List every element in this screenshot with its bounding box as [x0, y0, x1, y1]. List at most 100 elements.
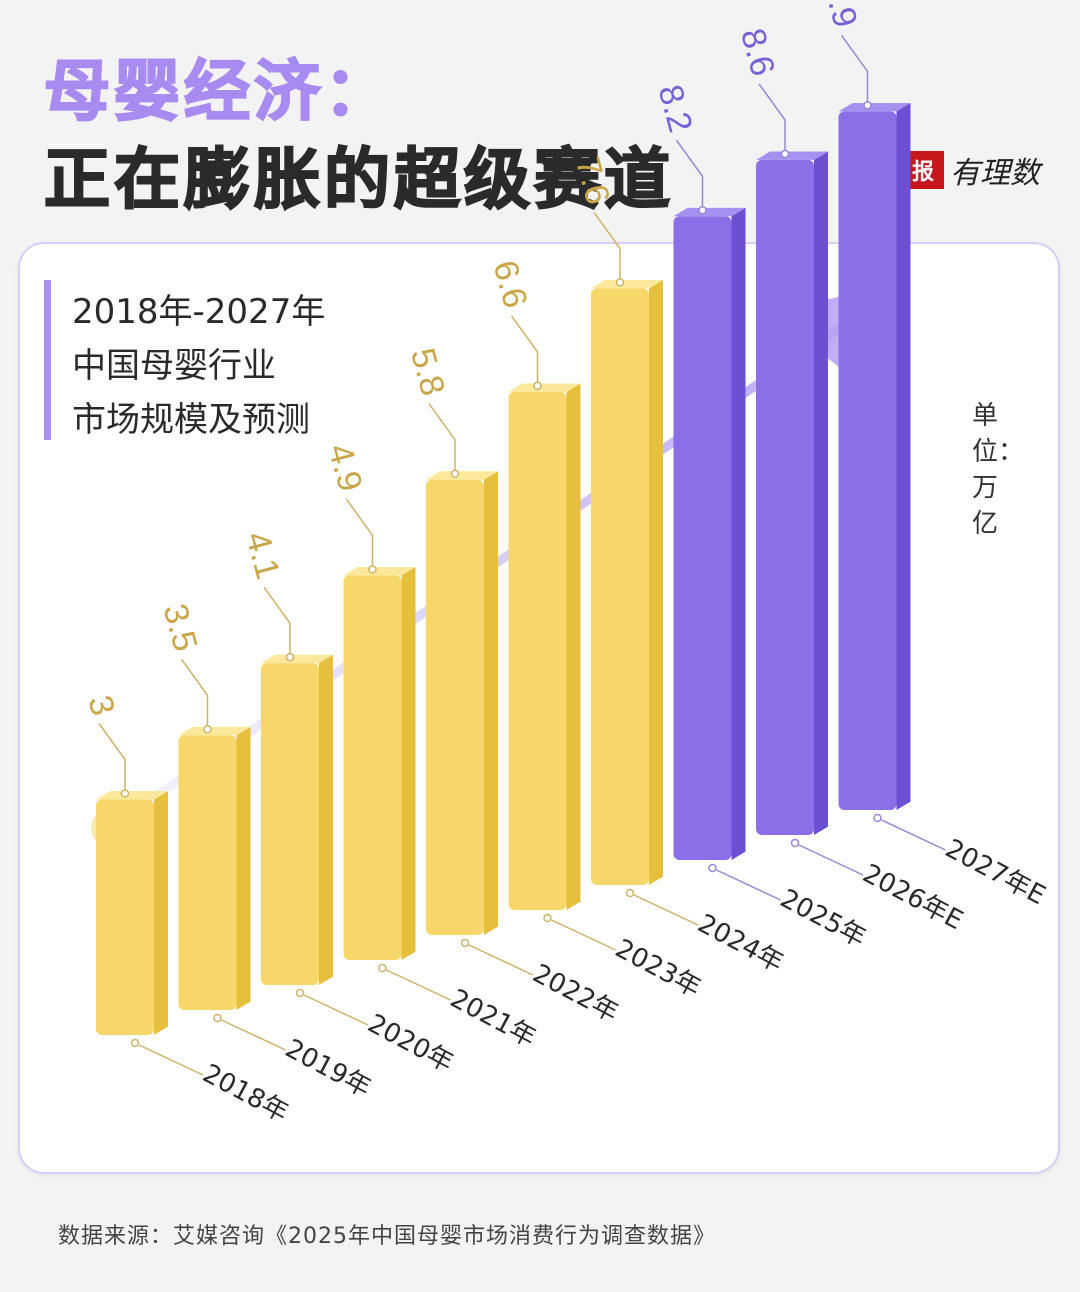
category-leader-dot-9	[873, 813, 882, 823]
data-source: 数据来源：艾媒咨询《2025年中国母婴市场消费行为调查数据》	[58, 1224, 716, 1249]
category-leader-dot-7	[708, 863, 717, 873]
bar-3	[343, 566, 416, 960]
bar-top-8	[756, 151, 828, 160]
bar-top-3	[343, 566, 416, 576]
bar-side-6	[649, 280, 663, 885]
value-leader-dot-2	[285, 652, 295, 662]
bar-top-7	[673, 207, 746, 217]
bar-front-7	[673, 216, 732, 861]
bar-side-9	[896, 102, 911, 810]
value-leader-dot-3	[368, 565, 377, 574]
chart-title-line2: 中国母婴行业	[72, 346, 276, 386]
category-label-4: 2022年	[528, 959, 623, 1029]
category-leader-7	[716, 869, 781, 901]
value-leader-0	[98, 723, 126, 794]
chart-title-line3: 市场规模及预测	[72, 400, 310, 440]
bar-front-1	[178, 735, 237, 1010]
bar-side-2	[319, 654, 333, 985]
bar-front-2	[261, 663, 319, 985]
bar-side-1	[236, 726, 251, 1010]
bar-front-4	[426, 479, 484, 935]
category-leader-3	[386, 969, 451, 1001]
bar-front-0	[96, 799, 154, 1035]
category-leader-dot-0	[130, 1038, 140, 1048]
value-label-4: 5.8	[403, 344, 452, 399]
value-leader-9	[840, 34, 869, 106]
chart-title-accent-bar	[44, 280, 51, 440]
bar-top-5	[508, 383, 581, 392]
value-leader-dot-1	[203, 725, 212, 734]
value-label-0: 3	[80, 691, 122, 719]
value-leader-2	[263, 586, 291, 658]
brand-sub: 有理数	[950, 156, 1040, 191]
category-leader-dot-3	[378, 963, 387, 973]
value-label-8: 8.6	[733, 24, 782, 79]
category-label-5: 2023年	[610, 934, 705, 1004]
bar-side-0	[154, 791, 168, 1035]
value-leader-6	[593, 211, 621, 283]
value-leader-8	[758, 83, 786, 154]
value-leader-dot-6	[615, 278, 625, 287]
bar-top-6	[591, 280, 663, 289]
bar-side-5	[566, 383, 581, 910]
bar-4	[426, 471, 498, 935]
category-leader-dot-6	[625, 888, 635, 898]
bar-side-7	[731, 207, 746, 860]
chart-title-line1: 2018年-2027年	[72, 292, 326, 332]
category-leader-dot-2	[295, 988, 305, 998]
value-leader-5	[510, 315, 539, 386]
value-leader-7	[675, 139, 704, 211]
category-leader-dot-4	[460, 938, 470, 948]
category-leader-5	[551, 919, 616, 951]
bar-front-3	[343, 575, 402, 960]
bar-7	[673, 207, 746, 861]
value-leader-4	[428, 403, 456, 474]
bar-front-9	[838, 111, 897, 811]
category-leader-8	[798, 844, 864, 876]
category-label-3: 2021年	[445, 984, 540, 1054]
bar-0	[96, 791, 168, 1035]
bar-8	[756, 151, 828, 835]
bar-front-8	[756, 159, 814, 835]
bar-front-6	[591, 288, 649, 885]
bar-9	[838, 102, 911, 811]
value-leader-dot-7	[698, 206, 707, 215]
category-label-6: 2024年	[693, 909, 788, 979]
bar-side-3	[401, 566, 416, 960]
value-label-5: 6.6	[486, 256, 535, 311]
category-leader-0	[138, 1044, 204, 1076]
value-label-6: 7.6	[568, 153, 617, 208]
category-leader-9	[881, 819, 946, 851]
category-label-8: 2026年E	[858, 859, 968, 936]
category-leader-dot-5	[543, 913, 552, 923]
category-label-2: 2020年	[363, 1009, 458, 1079]
bar-front-5	[508, 391, 567, 910]
bar-1	[178, 726, 251, 1010]
category-leader-dot-1	[213, 1013, 222, 1023]
value-leader-1	[180, 658, 209, 730]
category-label-7: 2025年	[775, 884, 870, 954]
value-label-2: 4.1	[238, 528, 287, 583]
bar-top-2	[261, 654, 333, 664]
category-label-9: 2027年E	[940, 834, 1050, 911]
value-leader-dot-8	[780, 149, 790, 159]
value-leader-dot-0	[120, 789, 130, 798]
value-leader-3	[345, 498, 374, 570]
bar-side-4	[484, 471, 498, 935]
bar-5	[508, 383, 581, 910]
category-leader-2	[303, 994, 369, 1026]
value-leader-dot-5	[533, 381, 542, 391]
value-label-3: 4.9	[321, 440, 370, 495]
value-leader-dot-9	[863, 101, 872, 110]
bar-side-8	[814, 151, 828, 835]
bar-top-1	[178, 726, 251, 736]
value-label-1: 3.5	[156, 600, 205, 655]
bar-top-9	[838, 102, 911, 112]
category-label-1: 2019年	[280, 1034, 375, 1104]
bar-top-0	[96, 791, 168, 800]
category-leader-4	[468, 944, 534, 976]
value-label-9: 8.9	[816, 0, 865, 31]
bar-2	[261, 654, 333, 985]
value-leader-dot-4	[450, 469, 460, 478]
